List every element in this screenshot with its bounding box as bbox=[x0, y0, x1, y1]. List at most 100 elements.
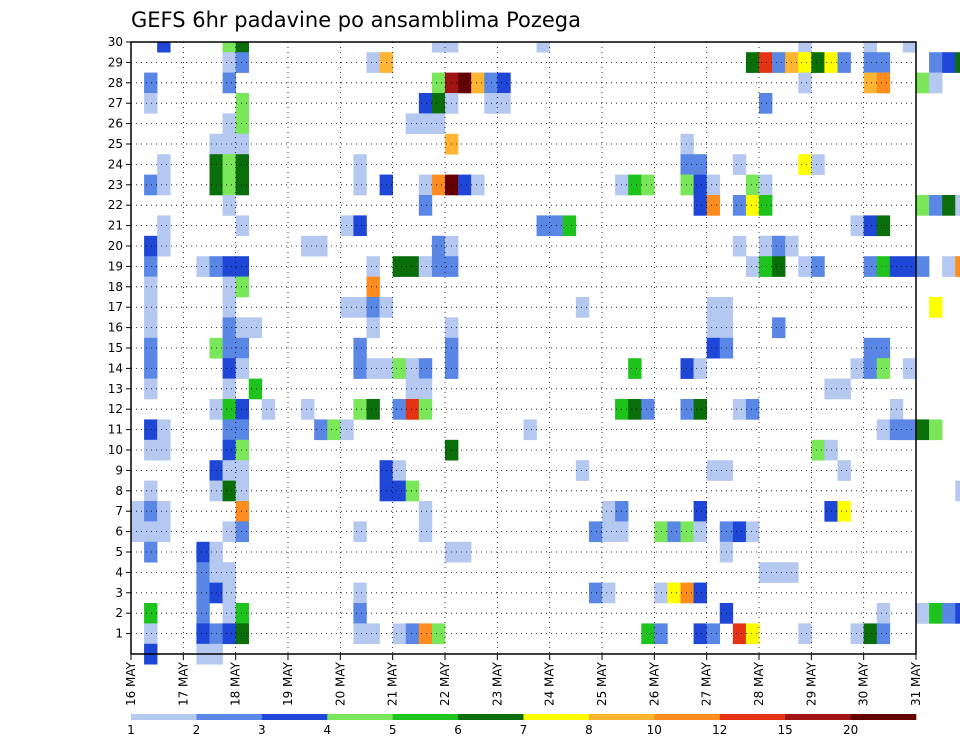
heatmap-cell bbox=[235, 623, 250, 645]
y-tick-label: 30 bbox=[108, 35, 123, 49]
heatmap-cell bbox=[863, 623, 878, 645]
y-tick-label: 20 bbox=[108, 239, 123, 253]
heatmap-cell bbox=[353, 358, 367, 379]
heatmap-cell bbox=[955, 195, 960, 216]
heatmap-cell bbox=[445, 541, 472, 563]
heatmap-cell bbox=[772, 317, 786, 339]
colorbar-swatch bbox=[588, 714, 655, 720]
heatmap-cell bbox=[144, 378, 158, 400]
y-tick-label: 7 bbox=[115, 504, 123, 518]
heatmap-cell bbox=[144, 276, 158, 298]
y-tick-label: 5 bbox=[115, 545, 123, 559]
colorbar-swatch bbox=[196, 714, 263, 720]
heatmap-cell bbox=[314, 419, 328, 441]
heatmap-cell bbox=[772, 235, 786, 257]
heatmap-cell bbox=[418, 501, 433, 522]
y-tick-label: 19 bbox=[108, 259, 123, 273]
heatmap-cell bbox=[222, 297, 236, 318]
heatmap-cell bbox=[353, 337, 367, 359]
heatmap-cell bbox=[222, 52, 236, 73]
heatmap-cell bbox=[131, 501, 145, 522]
heatmap-cell bbox=[876, 419, 891, 441]
heatmap-cell bbox=[484, 72, 498, 94]
y-tick-label: 11 bbox=[108, 423, 123, 437]
heatmap-cell bbox=[916, 256, 930, 277]
heatmap-cell bbox=[929, 52, 943, 73]
heatmap-cell bbox=[392, 623, 407, 645]
heatmap-cell bbox=[863, 256, 878, 277]
heatmap-cell bbox=[418, 195, 433, 216]
heatmap-cell bbox=[680, 521, 694, 543]
heatmap-cell bbox=[680, 154, 707, 175]
heatmap-cell bbox=[706, 174, 721, 196]
heatmap-cell bbox=[235, 276, 250, 298]
heatmap-cell bbox=[144, 439, 171, 461]
heatmap-cell bbox=[235, 480, 250, 502]
heatmap-cell bbox=[301, 235, 328, 257]
heatmap-cell bbox=[418, 399, 433, 420]
y-tick-label: 29 bbox=[108, 55, 123, 69]
heatmap-cell bbox=[902, 358, 917, 379]
heatmap-cell bbox=[902, 42, 917, 53]
heatmap-cell bbox=[261, 399, 276, 420]
y-tick-label: 3 bbox=[115, 586, 123, 600]
y-axis: 1234567891011121314151617181920212223242… bbox=[108, 35, 131, 641]
heatmap-cell bbox=[222, 72, 236, 94]
heatmap-cell bbox=[693, 195, 707, 216]
heatmap-cell bbox=[235, 215, 250, 237]
heatmap-cell bbox=[693, 521, 707, 543]
heatmap-cell bbox=[811, 439, 825, 461]
heatmap-cell bbox=[706, 623, 721, 645]
y-tick-label: 8 bbox=[115, 484, 123, 498]
heatmap-cell bbox=[196, 562, 210, 583]
heatmap-cell bbox=[366, 52, 380, 73]
x-axis: 16 MAY 17 MAY 18 MAY 19 MAY 20 MAY 21 MAY 22 M… bbox=[124, 654, 923, 706]
colorbar-label: 15 bbox=[778, 723, 793, 737]
heatmap-cell bbox=[680, 133, 694, 155]
heatmap-cell bbox=[916, 72, 930, 94]
y-tick-label: 17 bbox=[108, 300, 123, 314]
heatmap-cell bbox=[418, 256, 433, 277]
heatmap-cell bbox=[798, 623, 812, 645]
y-tick-label: 28 bbox=[108, 76, 123, 90]
colorbar-label: 10 bbox=[647, 723, 662, 737]
x-tick-label: 17 MAY bbox=[176, 661, 190, 706]
y-tick-label: 22 bbox=[108, 198, 123, 212]
heatmap-cell bbox=[144, 174, 158, 196]
chart-title: GEFS 6hr padavine po ansamblima Pozega bbox=[131, 8, 581, 32]
heatmap-cell bbox=[366, 276, 380, 298]
heatmap-cell bbox=[706, 337, 721, 359]
y-tick-label: 2 bbox=[115, 606, 123, 620]
heatmap-cell bbox=[942, 256, 956, 277]
heatmap-cell bbox=[235, 603, 250, 624]
grid-lines bbox=[131, 42, 916, 654]
heatmap-cell bbox=[562, 215, 577, 237]
heatmap-cell bbox=[392, 358, 407, 379]
heatmap-cell bbox=[641, 623, 655, 645]
heatmap-cell bbox=[602, 582, 616, 604]
heatmap-cell bbox=[144, 235, 158, 257]
heatmap-cell bbox=[876, 603, 891, 624]
heatmap-cell bbox=[497, 72, 511, 94]
heatmap-cell bbox=[144, 337, 158, 359]
heatmap-cell bbox=[418, 521, 433, 543]
heatmap-cell bbox=[222, 399, 236, 420]
colorbar-swatch bbox=[850, 714, 917, 720]
heatmap-cell bbox=[405, 623, 420, 645]
heatmap-cell bbox=[353, 215, 367, 237]
heatmap-cell bbox=[196, 603, 210, 624]
x-tick-label: 29 MAY bbox=[804, 661, 818, 706]
colorbar-swatch bbox=[131, 714, 197, 720]
heatmap-cell bbox=[222, 623, 236, 645]
heatmap-cell bbox=[955, 256, 960, 277]
heatmap-cell bbox=[366, 358, 393, 379]
heatmap-cell bbox=[222, 521, 236, 543]
colorbar-swatch bbox=[523, 714, 590, 720]
x-tick-label: 28 MAY bbox=[752, 661, 766, 706]
heatmap-cell bbox=[458, 72, 472, 94]
heatmap-cell bbox=[641, 399, 655, 420]
heatmap-cell bbox=[366, 317, 380, 339]
heatmap-cell bbox=[392, 460, 407, 481]
heatmap-cell bbox=[759, 93, 773, 114]
